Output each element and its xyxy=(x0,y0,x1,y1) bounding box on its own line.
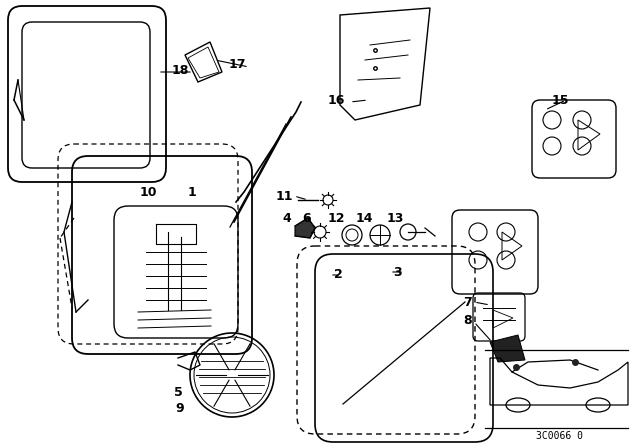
Text: 11: 11 xyxy=(275,190,292,202)
Text: 4: 4 xyxy=(283,211,291,224)
Text: 16: 16 xyxy=(327,94,345,107)
Text: 12: 12 xyxy=(327,211,345,224)
Text: 8: 8 xyxy=(464,314,472,327)
Text: 14: 14 xyxy=(355,211,372,224)
Text: 6: 6 xyxy=(303,211,311,224)
Text: 18: 18 xyxy=(172,64,189,77)
Text: 9: 9 xyxy=(176,401,184,414)
Text: 7: 7 xyxy=(463,296,472,309)
Text: 15: 15 xyxy=(551,94,569,107)
Polygon shape xyxy=(490,335,525,362)
Text: 5: 5 xyxy=(173,385,182,399)
Polygon shape xyxy=(295,218,315,238)
Text: 2: 2 xyxy=(333,268,342,281)
Text: 10: 10 xyxy=(140,185,157,198)
Text: 17: 17 xyxy=(228,59,246,72)
Text: 3C0066 0: 3C0066 0 xyxy=(536,431,584,441)
Text: 1: 1 xyxy=(188,185,196,198)
Text: 3: 3 xyxy=(394,266,403,279)
Text: 13: 13 xyxy=(387,211,404,224)
